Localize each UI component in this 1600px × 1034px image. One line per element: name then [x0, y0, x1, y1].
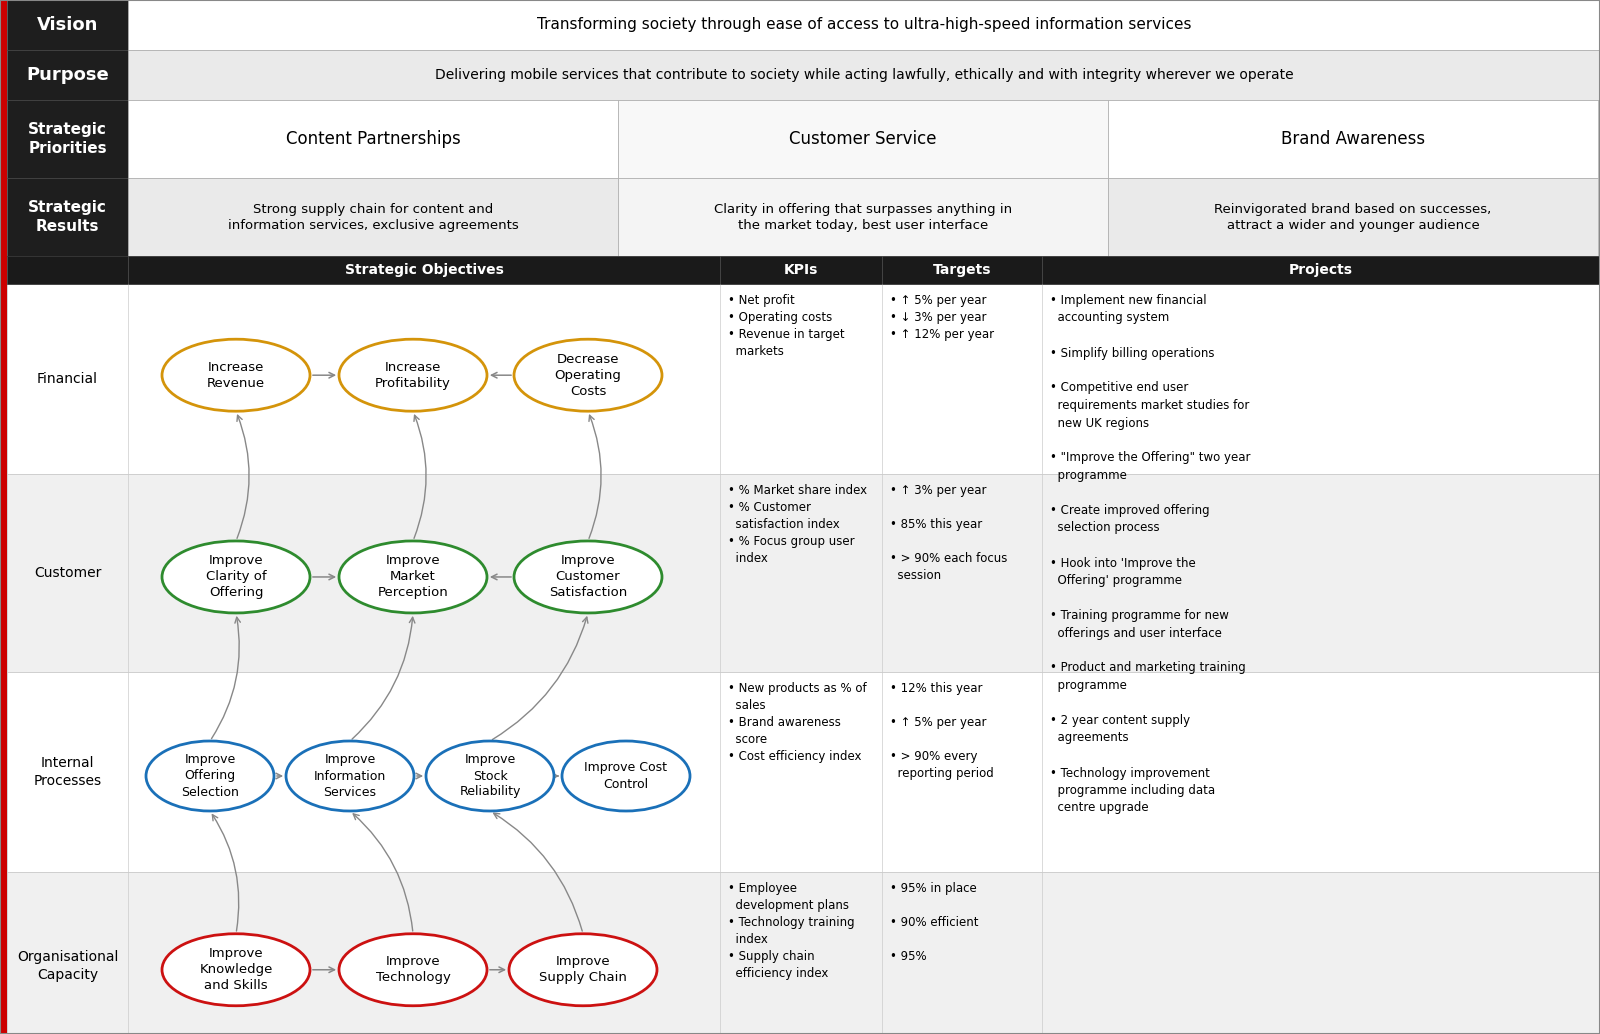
Bar: [6, 672, 1600, 872]
Ellipse shape: [339, 339, 486, 412]
Bar: [618, 100, 1107, 178]
Ellipse shape: [162, 541, 310, 613]
Text: Improve
Information
Services: Improve Information Services: [314, 754, 386, 798]
Text: Transforming society through ease of access to ultra-high-speed information serv: Transforming society through ease of acc…: [536, 18, 1192, 32]
Text: Strategic Objectives: Strategic Objectives: [344, 263, 504, 277]
Bar: [1107, 178, 1598, 256]
Text: Improve
Supply Chain: Improve Supply Chain: [539, 955, 627, 984]
Text: Improve
Offering
Selection: Improve Offering Selection: [181, 754, 238, 798]
Bar: [6, 872, 1600, 1034]
Bar: [6, 100, 128, 178]
Ellipse shape: [426, 741, 554, 811]
Bar: [0, 0, 6, 1034]
Ellipse shape: [162, 934, 310, 1006]
Bar: [6, 256, 1600, 284]
Text: Improve Cost
Control: Improve Cost Control: [584, 761, 667, 791]
Ellipse shape: [286, 741, 414, 811]
Text: Clarity in offering that surpasses anything in
the market today, best user inter: Clarity in offering that surpasses anyth…: [714, 203, 1013, 232]
Ellipse shape: [146, 741, 274, 811]
Text: Improve
Market
Perception: Improve Market Perception: [378, 554, 448, 600]
Text: • ↑ 5% per year
• ↓ 3% per year
• ↑ 12% per year: • ↑ 5% per year • ↓ 3% per year • ↑ 12% …: [890, 294, 994, 341]
Text: Improve
Stock
Reliability: Improve Stock Reliability: [459, 754, 520, 798]
Ellipse shape: [162, 339, 310, 412]
Bar: [128, 178, 618, 256]
Ellipse shape: [509, 934, 658, 1006]
Bar: [128, 0, 1600, 50]
Text: Delivering mobile services that contribute to society while acting lawfully, eth: Delivering mobile services that contribu…: [435, 68, 1293, 82]
Text: • 12% this year

• ↑ 5% per year

• > 90% every
  reporting period: • 12% this year • ↑ 5% per year • > 90% …: [890, 682, 994, 780]
Text: Brand Awareness: Brand Awareness: [1282, 130, 1426, 148]
Text: Improve
Knowledge
and Skills: Improve Knowledge and Skills: [200, 947, 272, 993]
Text: Financial: Financial: [37, 372, 98, 386]
Text: • Implement new financial
  accounting system

• Simplify billing operations

• : • Implement new financial accounting sys…: [1050, 294, 1251, 815]
Ellipse shape: [339, 934, 486, 1006]
Text: Content Partnerships: Content Partnerships: [286, 130, 461, 148]
Bar: [128, 50, 1600, 100]
Bar: [6, 50, 128, 100]
Text: • 95% in place

• 90% efficient

• 95%: • 95% in place • 90% efficient • 95%: [890, 882, 979, 963]
Text: • ↑ 3% per year

• 85% this year

• > 90% each focus
  session: • ↑ 3% per year • 85% this year • > 90% …: [890, 484, 1008, 582]
Text: Strategic
Priorities: Strategic Priorities: [29, 122, 107, 156]
Text: Increase
Profitability: Increase Profitability: [374, 361, 451, 390]
Text: Targets: Targets: [933, 263, 992, 277]
Text: Improve
Customer
Satisfaction: Improve Customer Satisfaction: [549, 554, 627, 600]
Text: KPIs: KPIs: [784, 263, 818, 277]
Text: Strategic
Results: Strategic Results: [29, 201, 107, 234]
Text: • Employee
  development plans
• Technology training
  index
• Supply chain
  ef: • Employee development plans • Technolog…: [728, 882, 854, 980]
Text: Customer: Customer: [34, 566, 101, 580]
Bar: [1107, 100, 1598, 178]
Ellipse shape: [514, 541, 662, 613]
Text: Internal
Processes: Internal Processes: [34, 756, 101, 788]
Text: Reinvigorated brand based on successes,
attract a wider and younger audience: Reinvigorated brand based on successes, …: [1214, 203, 1491, 232]
Text: • % Market share index
• % Customer
  satisfaction index
• % Focus group user
  : • % Market share index • % Customer sati…: [728, 484, 867, 565]
Ellipse shape: [562, 741, 690, 811]
Bar: [6, 284, 1600, 474]
Text: Purpose: Purpose: [26, 66, 109, 84]
Ellipse shape: [514, 339, 662, 412]
Text: Improve
Technology: Improve Technology: [376, 955, 451, 984]
Text: Increase
Revenue: Increase Revenue: [206, 361, 266, 390]
Text: Vision: Vision: [37, 16, 98, 34]
Ellipse shape: [339, 541, 486, 613]
Text: Decrease
Operating
Costs: Decrease Operating Costs: [555, 353, 621, 398]
Text: • Net profit
• Operating costs
• Revenue in target
  markets: • Net profit • Operating costs • Revenue…: [728, 294, 845, 358]
Text: • New products as % of
  sales
• Brand awareness
  score
• Cost efficiency index: • New products as % of sales • Brand awa…: [728, 682, 867, 763]
Text: Customer Service: Customer Service: [789, 130, 936, 148]
Bar: [6, 178, 128, 256]
Text: Projects: Projects: [1290, 263, 1354, 277]
Bar: [6, 0, 128, 50]
Bar: [128, 100, 618, 178]
Text: Strong supply chain for content and
information services, exclusive agreements: Strong supply chain for content and info…: [227, 203, 518, 232]
Text: Organisational
Capacity: Organisational Capacity: [18, 950, 118, 981]
Bar: [6, 474, 1600, 672]
Bar: [618, 178, 1107, 256]
Text: Improve
Clarity of
Offering: Improve Clarity of Offering: [206, 554, 266, 600]
